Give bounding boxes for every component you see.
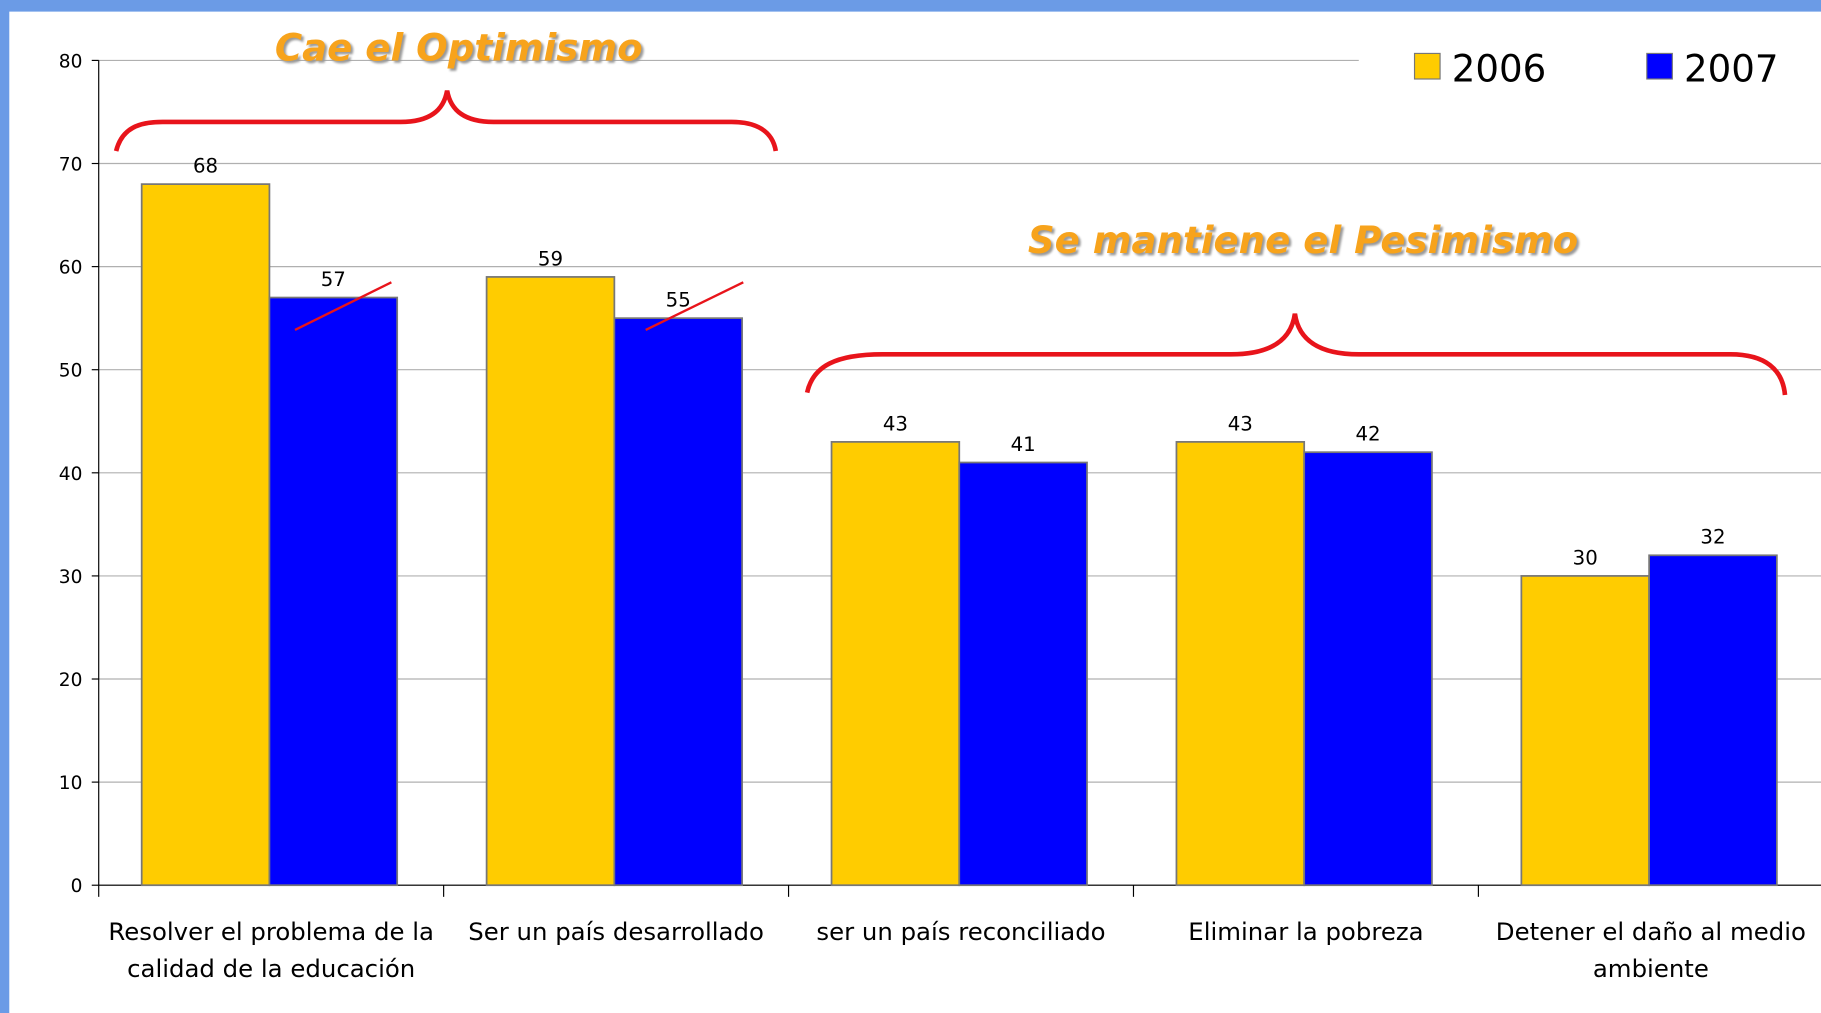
bar (268, 296, 399, 887)
braces (113, 90, 1788, 396)
x-tick-label: Detener el daño al medio ambiente (1495, 917, 1806, 983)
annotation: Se mantiene el Pesimismo (1028, 219, 1578, 262)
x-tick-label: Eliminar la pobreza (1188, 917, 1424, 946)
y-tick-label: 40 (59, 464, 83, 485)
y-tick-label: 70 (59, 154, 83, 175)
bar (140, 183, 271, 887)
brace (804, 313, 1788, 396)
brace (113, 90, 779, 152)
legend-swatch (1413, 52, 1441, 80)
x-tick-label: ser un país reconciliado (816, 917, 1106, 946)
value-label: 43 (883, 412, 908, 435)
y-tick-label: 30 (59, 567, 83, 588)
bar (958, 461, 1088, 887)
bar (830, 441, 961, 887)
y-tick-label: 20 (59, 670, 83, 691)
value-label: 42 (1356, 423, 1381, 446)
x-tick-label: Resolver el problema de la calidad de la… (108, 917, 434, 983)
legend-label: 2007 (1684, 47, 1779, 90)
bar (485, 276, 616, 887)
legend-label: 2006 (1452, 47, 1547, 90)
bar (1175, 441, 1306, 887)
x-tick-label: Ser un país desarrollado (468, 917, 764, 946)
value-label: 59 (538, 247, 563, 270)
value-label: 55 (666, 289, 691, 312)
annotation: Cae el Optimismo (275, 26, 643, 69)
value-label: 57 (321, 268, 346, 291)
value-label: 41 (1011, 433, 1036, 456)
y-tick-label: 60 (59, 258, 83, 279)
y-tick-label: 80 (59, 51, 83, 72)
bar (613, 317, 743, 887)
strike-line (645, 281, 744, 331)
legend-swatch (1646, 52, 1673, 80)
value-label: 32 (1700, 526, 1725, 549)
y-tick-label: 10 (59, 773, 83, 794)
strike-lines (294, 281, 744, 331)
y-tick-label: 0 (71, 876, 83, 897)
value-label: 30 (1573, 546, 1598, 569)
bar (1648, 554, 1778, 887)
bar (1303, 451, 1433, 887)
strike-line (294, 281, 392, 331)
value-label: 68 (193, 155, 218, 178)
bar (1520, 575, 1650, 887)
value-label: 43 (1228, 412, 1253, 435)
y-tick-label: 50 (59, 361, 83, 382)
